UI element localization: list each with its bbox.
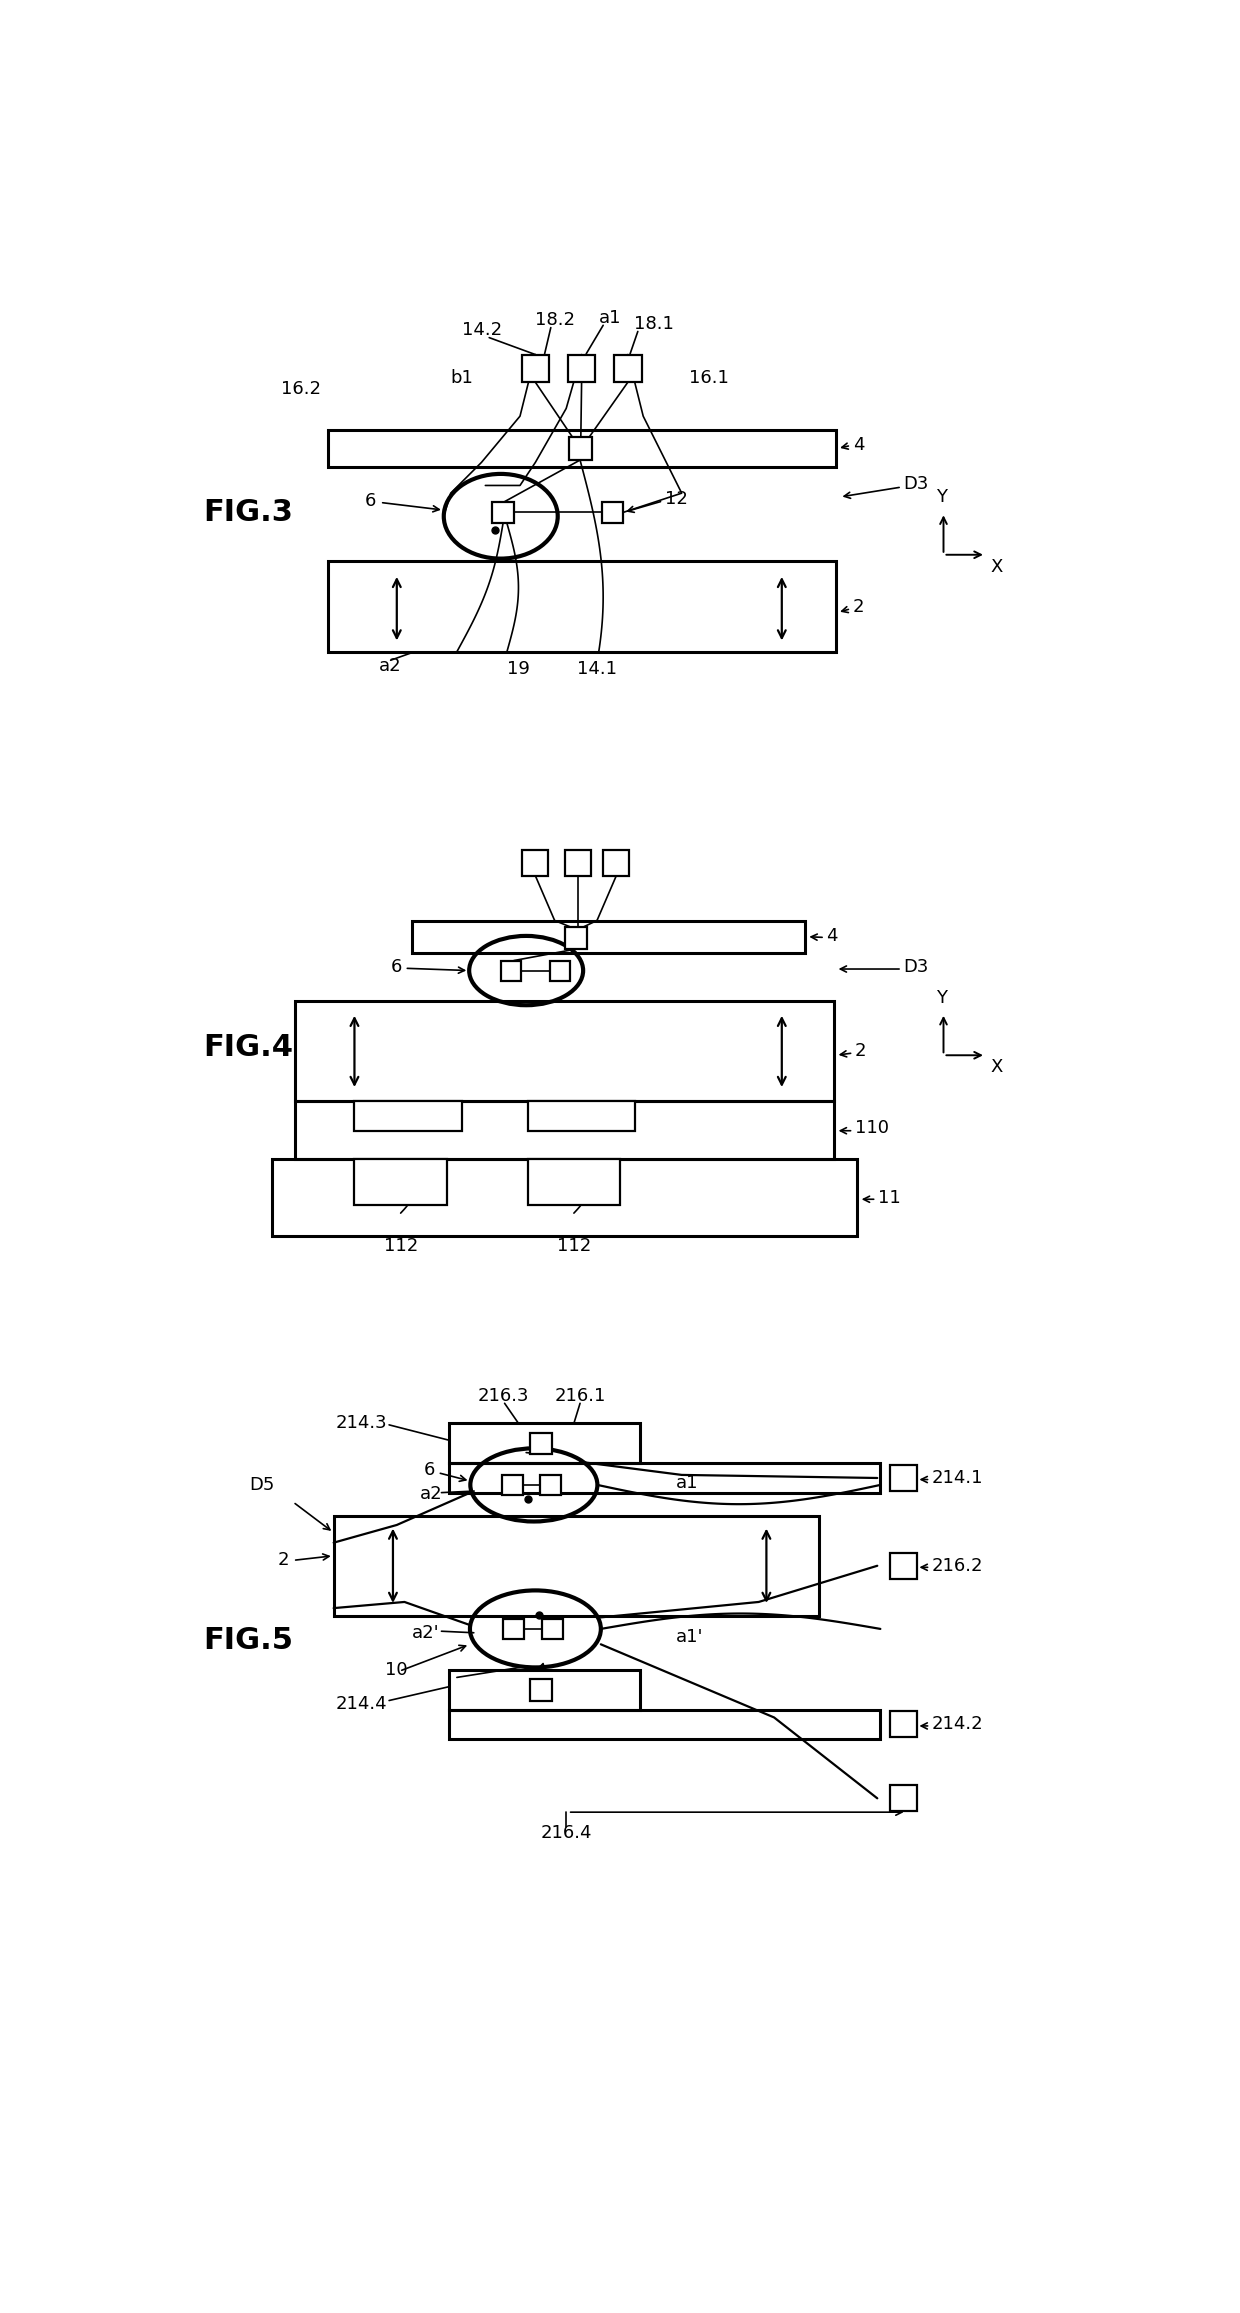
Bar: [522, 849, 548, 877]
Bar: [890, 1552, 916, 1580]
Bar: [890, 1712, 916, 1737]
Bar: [568, 437, 591, 460]
Text: 2: 2: [278, 1550, 289, 1568]
Bar: [529, 1432, 552, 1455]
Bar: [272, 1159, 857, 1235]
Text: 6: 6: [365, 493, 376, 509]
Bar: [890, 1464, 916, 1492]
Text: 11: 11: [878, 1189, 900, 1207]
Bar: [890, 1786, 916, 1811]
Bar: [528, 1101, 635, 1131]
Bar: [564, 849, 590, 877]
Bar: [355, 1101, 463, 1131]
Bar: [449, 1464, 880, 1492]
Text: X: X: [991, 557, 1003, 576]
Text: 16.2: 16.2: [281, 379, 321, 398]
Bar: [568, 354, 595, 382]
Bar: [327, 562, 836, 652]
Bar: [603, 849, 630, 877]
Bar: [542, 1619, 563, 1640]
Text: D5: D5: [249, 1476, 274, 1494]
Bar: [492, 502, 513, 523]
Text: 216.3: 216.3: [477, 1385, 528, 1404]
Bar: [327, 430, 836, 467]
Text: 110: 110: [854, 1119, 889, 1138]
Bar: [334, 1515, 818, 1617]
Bar: [449, 1670, 640, 1709]
Text: a2': a2': [412, 1624, 440, 1642]
Bar: [502, 1473, 523, 1494]
Text: 18.2: 18.2: [536, 310, 575, 328]
Text: 216.1: 216.1: [554, 1385, 606, 1404]
Bar: [601, 502, 624, 523]
Bar: [614, 354, 641, 382]
Text: FIG.5: FIG.5: [203, 1626, 293, 1656]
Text: X: X: [991, 1059, 1003, 1076]
Text: 214.4: 214.4: [336, 1695, 388, 1712]
Bar: [449, 1709, 880, 1739]
Text: 214.3: 214.3: [336, 1413, 388, 1432]
Bar: [449, 1422, 640, 1464]
Text: a2: a2: [379, 657, 402, 675]
Text: D3: D3: [904, 958, 929, 976]
Text: 112: 112: [557, 1237, 591, 1256]
Bar: [295, 1101, 835, 1159]
Text: D3: D3: [904, 474, 929, 493]
Text: FIG.3: FIG.3: [203, 497, 293, 527]
Text: 6: 6: [424, 1460, 435, 1478]
Text: Y: Y: [936, 488, 947, 507]
Text: 14.1: 14.1: [577, 659, 618, 678]
Bar: [412, 921, 805, 953]
Text: 16.1: 16.1: [689, 368, 729, 386]
Text: 2: 2: [854, 1043, 867, 1059]
Bar: [355, 1159, 446, 1205]
Bar: [565, 928, 587, 948]
Bar: [528, 1159, 620, 1205]
Text: 6: 6: [391, 958, 402, 976]
Text: Y: Y: [936, 988, 947, 1006]
Text: 214.1: 214.1: [932, 1469, 983, 1487]
Text: 216.4: 216.4: [541, 1825, 591, 1841]
Text: 18.1: 18.1: [634, 315, 673, 333]
Text: 4: 4: [826, 928, 838, 946]
Bar: [501, 960, 521, 981]
Text: a1: a1: [599, 308, 621, 326]
Text: 10: 10: [386, 1661, 408, 1679]
Text: 4: 4: [853, 437, 864, 453]
Text: 19: 19: [507, 659, 529, 678]
Text: a1': a1': [676, 1628, 703, 1645]
Text: 12: 12: [665, 490, 688, 509]
Text: b1: b1: [450, 368, 474, 386]
Text: 112: 112: [383, 1237, 418, 1256]
Text: 2: 2: [853, 599, 864, 615]
Text: 14.2: 14.2: [463, 322, 502, 340]
Text: 214.2: 214.2: [932, 1716, 983, 1732]
Bar: [522, 354, 549, 382]
Bar: [541, 1473, 562, 1494]
Bar: [551, 960, 570, 981]
Bar: [503, 1619, 525, 1640]
Text: a1: a1: [676, 1473, 698, 1492]
Bar: [295, 1002, 835, 1101]
Text: a2: a2: [420, 1485, 443, 1503]
Text: 216.2: 216.2: [932, 1557, 983, 1575]
Bar: [529, 1679, 552, 1700]
Text: FIG.4: FIG.4: [203, 1034, 293, 1062]
